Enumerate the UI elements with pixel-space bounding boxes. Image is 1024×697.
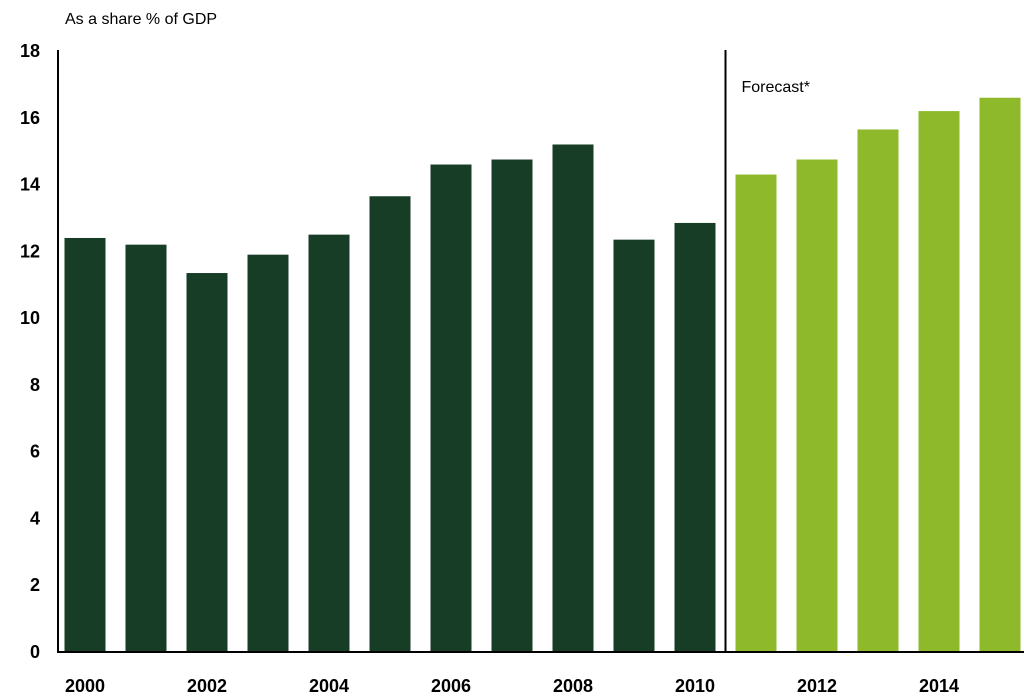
- x-tick-label: 2014: [919, 676, 959, 696]
- bar-2004: [308, 234, 350, 652]
- bar-2000: [64, 237, 106, 652]
- bar-2003: [247, 254, 289, 652]
- y-tick-label: 4: [30, 508, 40, 528]
- bar-2012: [796, 159, 838, 652]
- y-tick-label: 8: [30, 375, 40, 395]
- y-tick-label: 0: [30, 642, 40, 662]
- bar-2006: [430, 164, 472, 652]
- bar-2013: [857, 129, 899, 653]
- x-tick-label: 2008: [553, 676, 593, 696]
- bar-2015: [979, 97, 1021, 652]
- x-tick-label: 2000: [65, 676, 105, 696]
- y-tick-label: 14: [20, 175, 40, 195]
- x-tick-label: 2006: [431, 676, 471, 696]
- x-tick-label: 2002: [187, 676, 227, 696]
- y-tick-label: 2: [30, 575, 40, 595]
- bar-2007: [491, 159, 533, 652]
- bar-2008: [552, 144, 594, 652]
- y-tick-label: 10: [20, 308, 40, 328]
- x-tick-label: 2004: [309, 676, 349, 696]
- bar-2011: [735, 174, 777, 653]
- y-tick-label: 12: [20, 241, 40, 261]
- y-tick-label: 18: [20, 41, 40, 61]
- bar-2005: [369, 196, 411, 652]
- bar-2001: [125, 244, 167, 652]
- x-tick-labels: 2000 2002 2004 2006 2008 2010 2012 2014: [65, 676, 959, 696]
- bar-2002: [186, 273, 228, 652]
- y-tick-label: 6: [30, 442, 40, 462]
- x-tick-label: 2010: [675, 676, 715, 696]
- forecast-annotation: Forecast*: [742, 79, 810, 96]
- x-tick-label: 2012: [797, 676, 837, 696]
- y-tick-labels: 0 2 4 6 8 10 12 14 16 18: [20, 41, 40, 662]
- y-axis-label: As a share % of GDP: [65, 11, 217, 28]
- bar-2014: [918, 111, 960, 653]
- bar-2009: [613, 239, 655, 652]
- bar-2010: [674, 222, 716, 653]
- bars: [64, 97, 1021, 653]
- y-tick-label: 16: [20, 108, 40, 128]
